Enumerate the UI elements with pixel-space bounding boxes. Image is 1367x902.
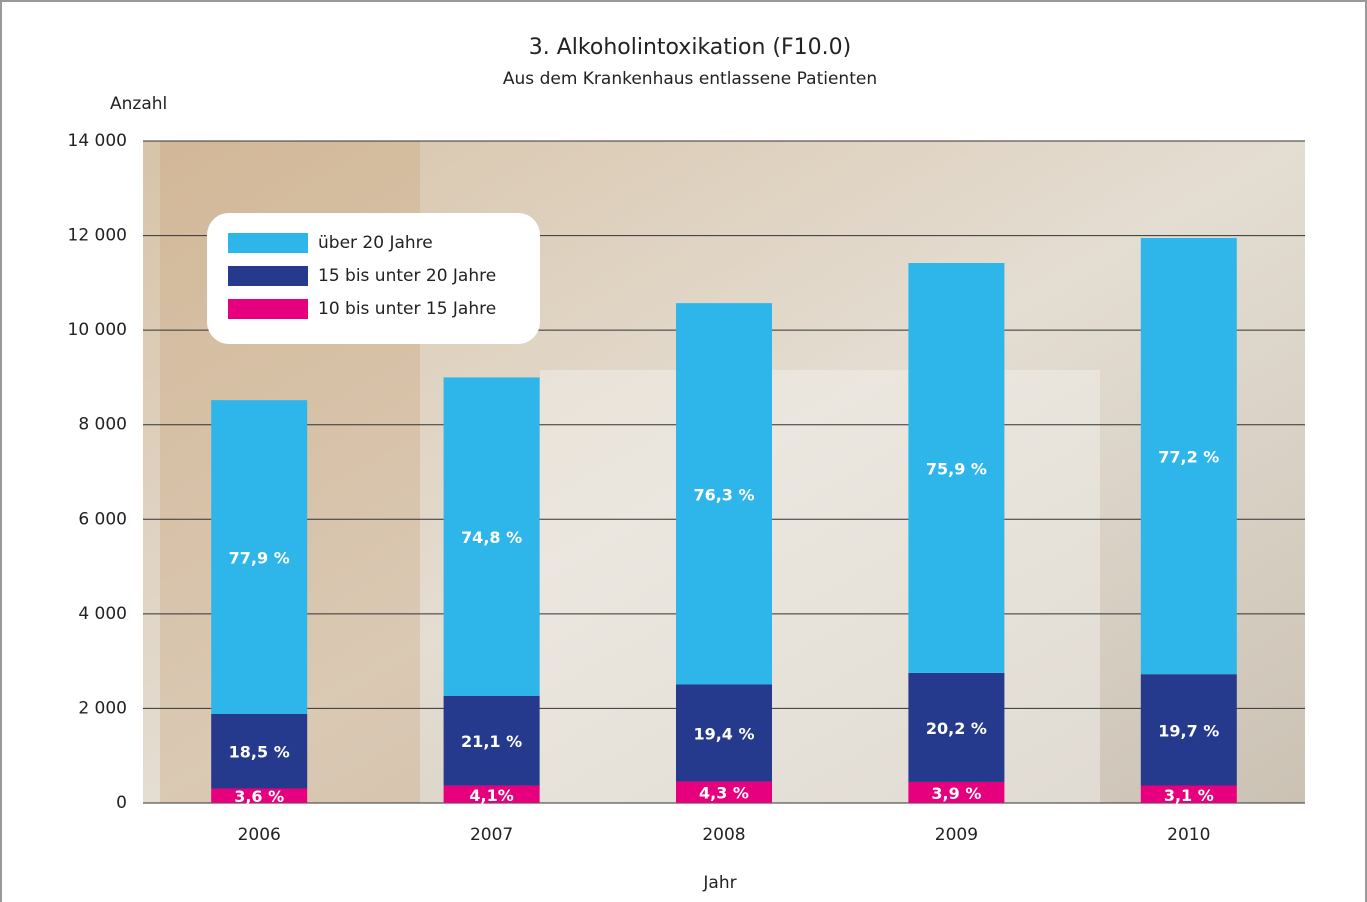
bar-segment [1140,785,1237,803]
y-axis-label: Anzahl [110,94,167,114]
bar-segment [908,262,1005,673]
y-tick-label: 0 [116,793,127,813]
segment-label: 20,2 % [926,719,987,738]
segment-label: 3,1 % [1164,786,1214,805]
x-axis-label: Jahr [702,873,736,893]
x-tick-label: 2008 [702,825,745,845]
chart-subtitle: Aus dem Krankenhaus entlassene Patienten [503,69,877,89]
bar-segment [443,695,540,786]
legend-label: 15 bis unter 20 Jahre [318,266,496,286]
y-tick-label: 14 000 [68,131,127,151]
segment-label: 3,9 % [931,784,981,803]
segment-label: 76,3 % [693,485,754,504]
bar-segment [1140,237,1237,675]
segment-label: 74,8 % [461,528,522,547]
segment-label: 21,1 % [461,732,522,751]
bar-segment [443,785,540,803]
legend-label: 10 bis unter 15 Jahre [318,299,496,319]
legend: über 20 Jahre 15 bis unter 20 Jahre 10 bis… [207,213,540,344]
segment-label: 19,7 % [1158,721,1219,740]
bar-segment [676,684,772,782]
bar-segment [211,788,308,803]
segment-label: 75,9 % [926,459,987,478]
bar-segment [1140,674,1237,786]
y-tick-label: 6 000 [78,509,127,529]
segment-label: 4,1% [469,786,513,805]
background-bed [540,370,1100,803]
segment-label: 18,5 % [229,743,290,762]
legend-swatch [228,266,308,286]
bar-segment [211,713,308,789]
bar-segment [676,781,772,803]
bars: 2006 3,6 % 18,5 % 77,9 % 2007 4,1% 21,1 % 74,8 … [211,237,1237,845]
x-tick-label: 2006 [238,825,281,845]
segment-label: 77,9 % [229,549,290,568]
segment-label: 3,6 % [234,787,284,806]
y-tick-label: 12 000 [68,226,127,246]
x-tick-label: 2010 [1167,825,1210,845]
bar-segment [676,303,772,685]
y-tick-label: 2 000 [78,698,127,718]
y-tick-label: 4 000 [78,604,127,624]
bar-segment [908,672,1005,782]
bar-segment [908,781,1005,803]
bar-segment [443,377,540,696]
segment-label: 19,4 % [693,724,754,743]
legend-label: über 20 Jahre [318,233,433,253]
legend-swatch [228,299,308,319]
y-tick-label: 10 000 [68,320,127,340]
segment-label: 4,3 % [699,784,749,803]
segment-label: 77,2 % [1158,448,1219,467]
chart-title: 3. Alkoholintoxikation (F10.0) [529,35,851,60]
bar-segment [211,400,308,714]
y-tick-label: 8 000 [78,415,127,435]
legend-swatch [228,233,308,253]
x-tick-label: 2007 [470,825,513,845]
x-tick-label: 2009 [935,825,978,845]
